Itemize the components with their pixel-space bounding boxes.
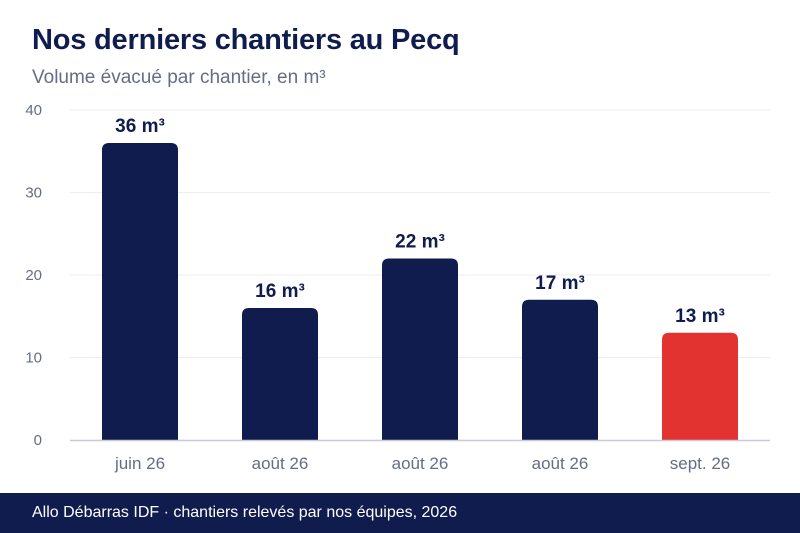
bar-value-label: 16 m³ <box>255 281 305 302</box>
x-tick-label: juin 26 <box>114 454 165 473</box>
footer-bar: Allo Débarras IDF · chantiers relevés pa… <box>0 493 800 533</box>
y-tick-label: 0 <box>34 432 42 449</box>
y-tick-label: 40 <box>25 102 42 119</box>
bar-value-label: 17 m³ <box>535 273 585 294</box>
x-tick-label: sept. 26 <box>670 454 731 473</box>
y-tick-label: 20 <box>25 267 42 284</box>
bar <box>242 308 318 440</box>
bar-value-label: 22 m³ <box>395 232 445 253</box>
bar <box>522 299 598 440</box>
bar <box>662 332 738 440</box>
x-tick-label: août 26 <box>392 454 449 473</box>
bar-chart: 0 10 20 30 40 36 m³ juin 26 16 m³ août 26 22 m³ ao… <box>25 102 770 473</box>
footer-source: Allo Débarras IDF · chantiers relevés pa… <box>32 504 458 521</box>
bar-value-label: 36 m³ <box>115 116 165 137</box>
y-tick-label: 30 <box>25 185 42 202</box>
chart-subtitle: Volume évacué par chantier, en m³ <box>32 67 326 88</box>
bar <box>382 258 458 440</box>
bar-value-label: 13 m³ <box>675 306 725 327</box>
bar <box>102 143 178 440</box>
y-tick-label: 10 <box>25 350 42 367</box>
x-tick-label: août 26 <box>532 454 589 473</box>
x-tick-label: août 26 <box>252 454 309 473</box>
chart-title: Nos derniers chantiers au Pecq <box>32 24 460 56</box>
